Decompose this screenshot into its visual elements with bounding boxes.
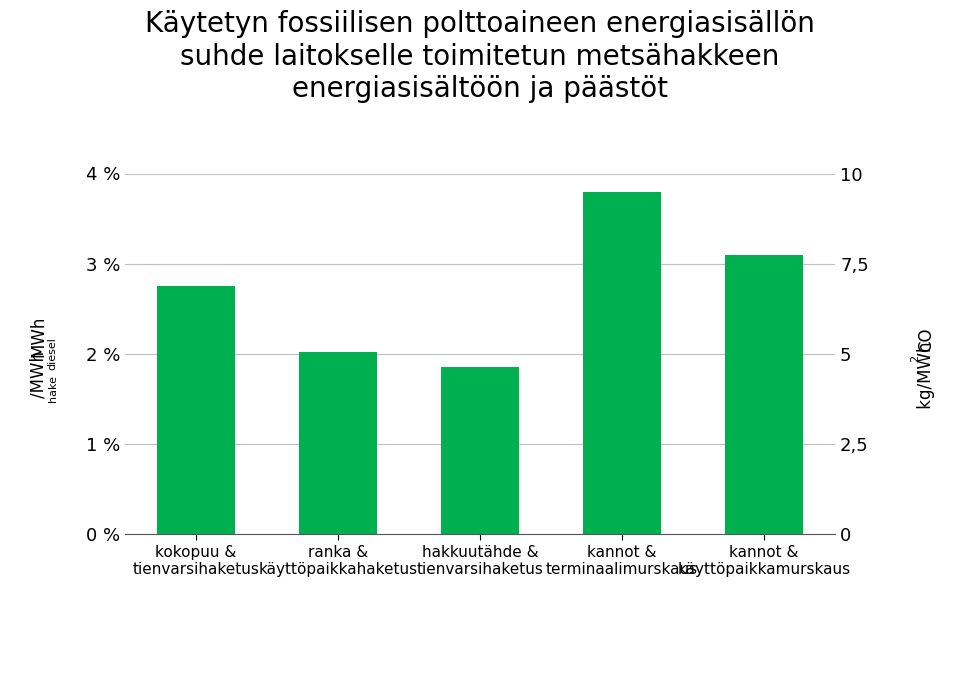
Text: METLA: METLA: [149, 652, 223, 671]
Text: diesel: diesel: [48, 337, 58, 371]
Text: 19.4.2012: 19.4.2012: [29, 654, 99, 668]
Text: Metsä   Tieto   Osaaminen   Hyvinvointi: Metsä Tieto Osaaminen Hyvinvointi: [267, 654, 540, 668]
Bar: [441, 368, 519, 534]
Text: kg/MWh: kg/MWh: [918, 342, 935, 414]
Text: 2: 2: [910, 355, 920, 362]
Text: Käytetyn fossiilisen polttoaineen energiasisällön
suhde laitokselle toimitetun m: Käytetyn fossiilisen polttoaineen energi…: [145, 10, 815, 103]
Bar: [299, 352, 377, 534]
Text: /MWh: /MWh: [30, 351, 47, 398]
Bar: [583, 192, 661, 534]
Text: CO: CO: [918, 328, 935, 353]
Text: 5: 5: [911, 654, 922, 669]
Text: MWh: MWh: [30, 316, 47, 357]
Bar: [725, 255, 803, 534]
Text: hake: hake: [48, 375, 58, 402]
Bar: [157, 287, 235, 534]
